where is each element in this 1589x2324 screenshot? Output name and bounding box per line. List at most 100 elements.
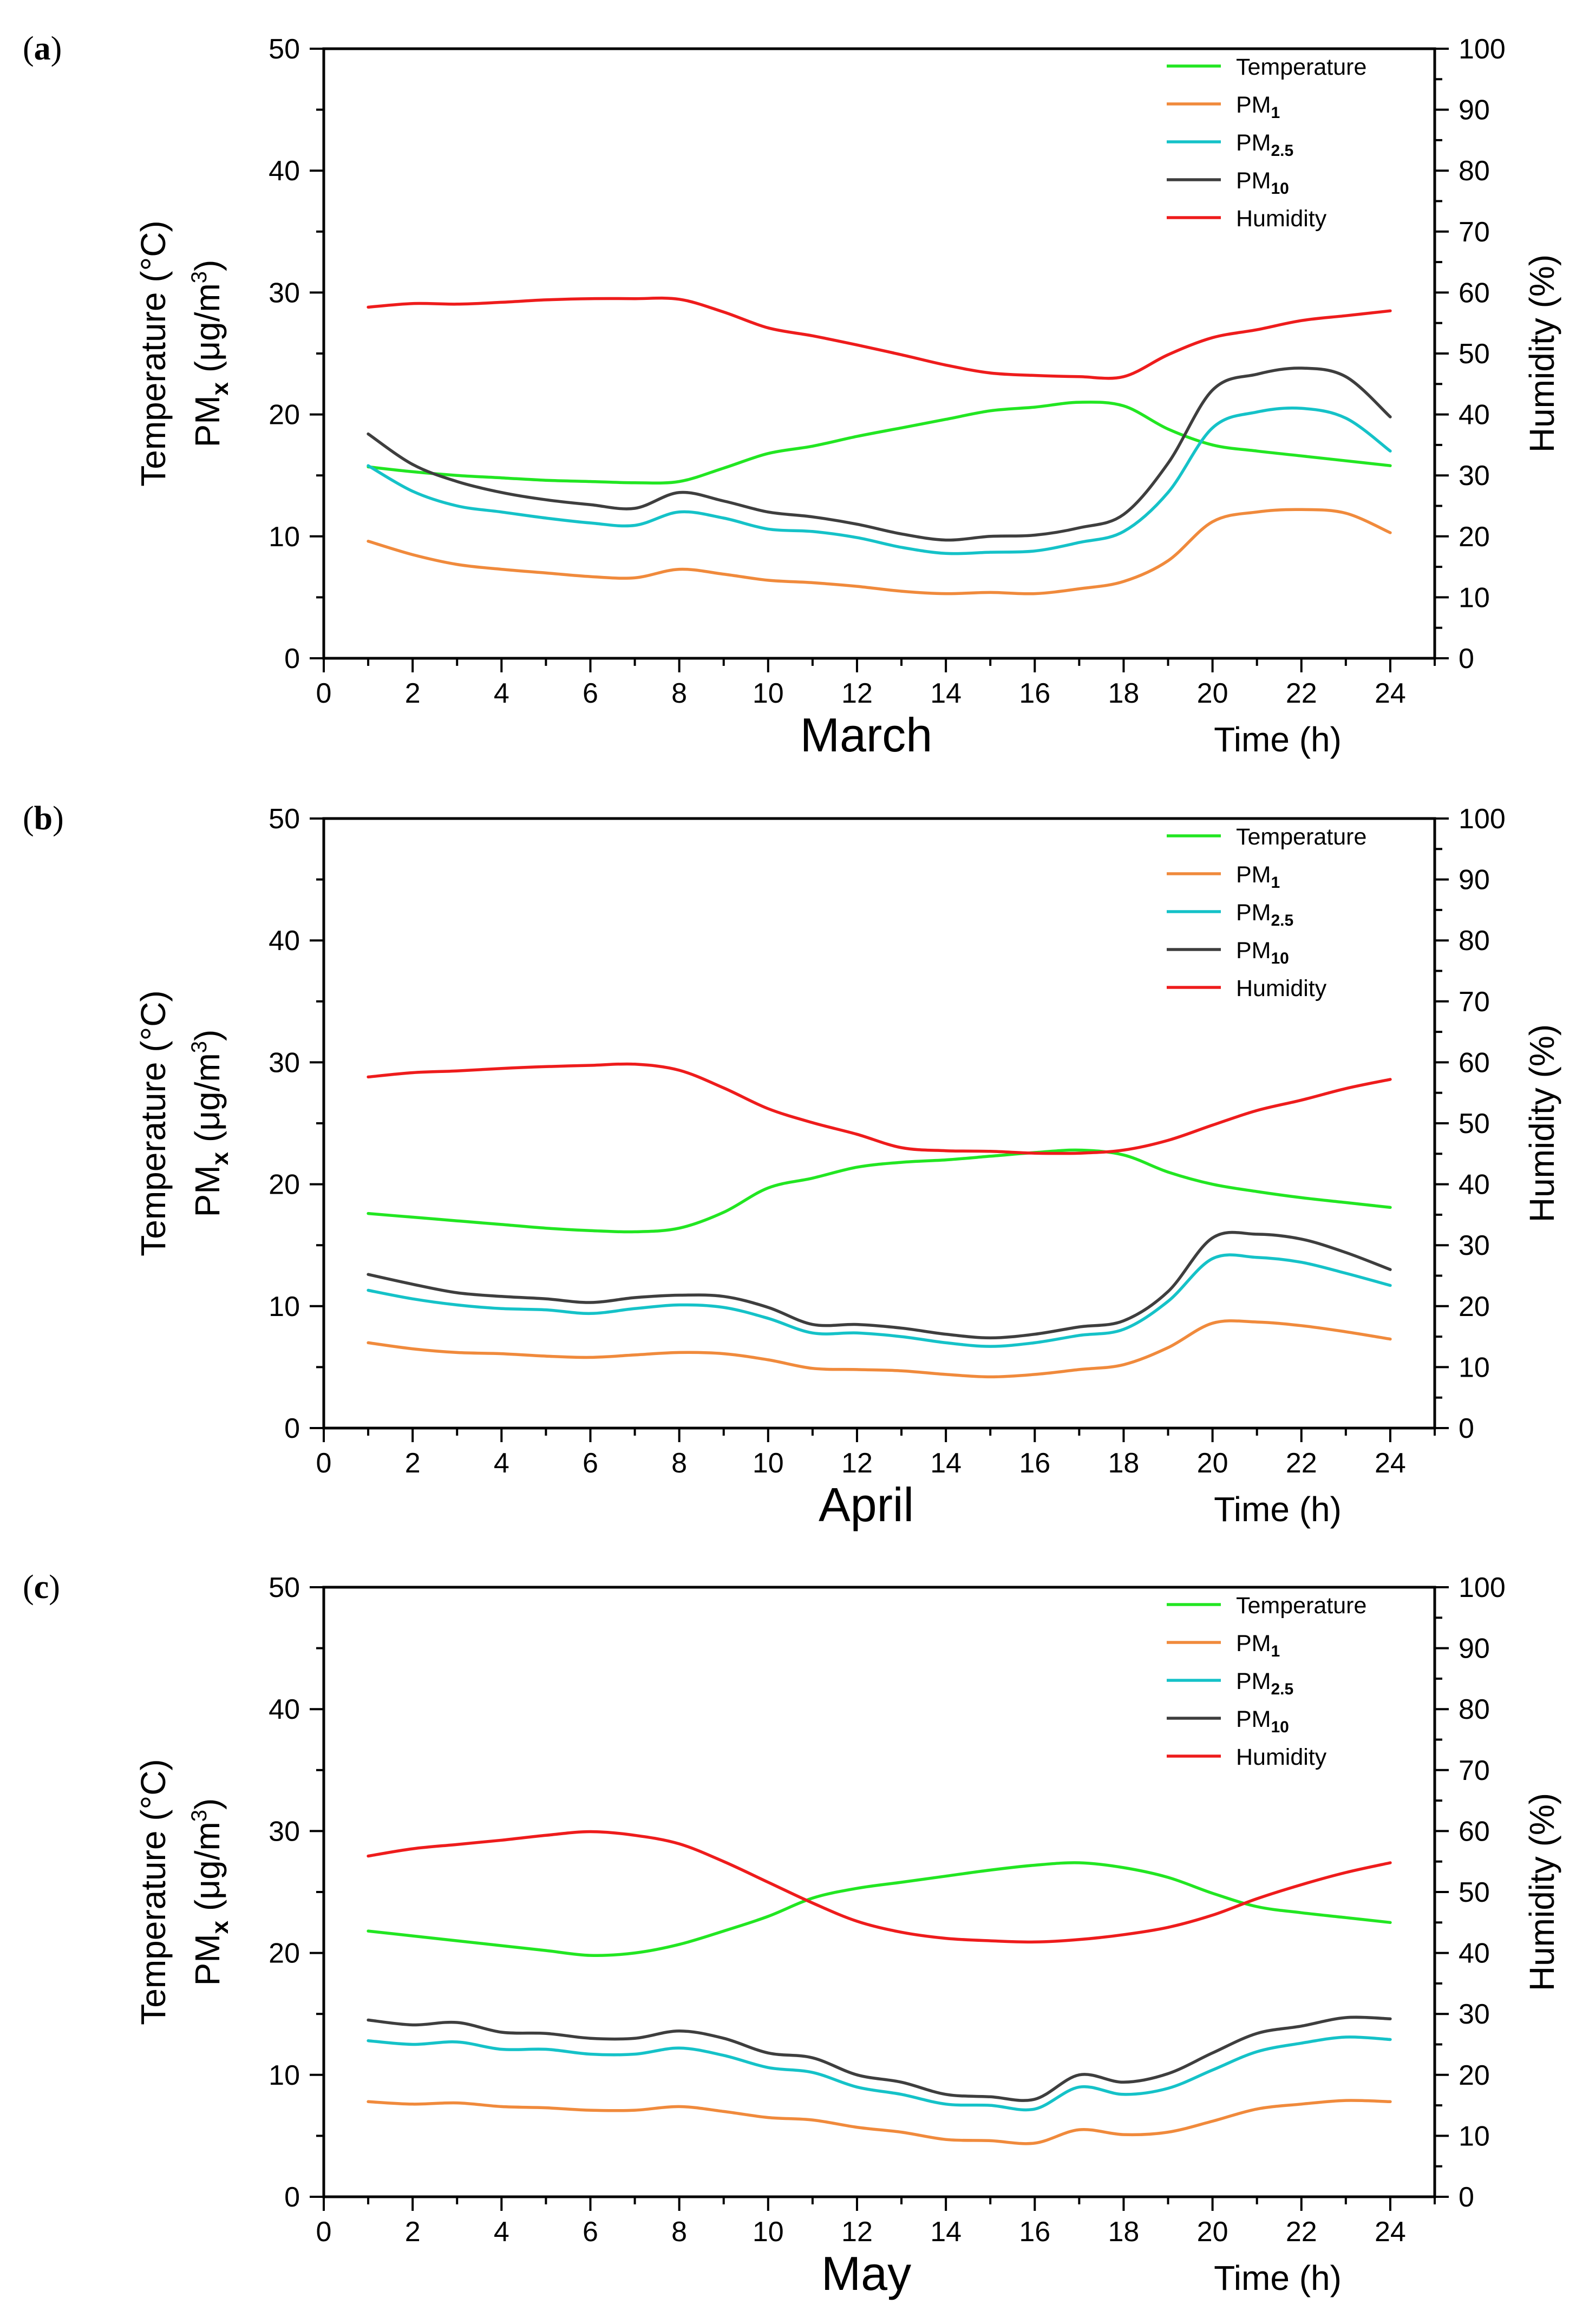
series-line	[367, 296, 1392, 380]
x-axis-title: Time (h)	[1214, 2258, 1342, 2297]
y2-tick-label: 80	[1459, 1694, 1490, 1725]
month-title: March	[800, 708, 933, 762]
y2-tick-label: 30	[1459, 1999, 1490, 2030]
legend-sub: 10	[1271, 180, 1289, 198]
x-tick-label: 16	[1019, 2216, 1050, 2248]
series-line	[367, 1148, 1392, 1234]
y2-tick-label: 80	[1459, 155, 1490, 187]
x-tick-label: 24	[1375, 678, 1406, 709]
legend-name: PM	[1236, 900, 1271, 926]
series-pm-10	[367, 366, 1392, 542]
y-tick-label: 40	[269, 1694, 300, 1725]
y-axis-title-line2: PMx (μg/m3)	[187, 1798, 233, 1986]
legend-label: PM1	[1236, 1631, 1280, 1660]
legend-item: PM2.5	[1167, 900, 1293, 929]
legend-item: Humidity	[1167, 976, 1327, 1001]
panel-label-close: )	[49, 1569, 60, 1606]
x-tick-label: 20	[1197, 678, 1228, 709]
legend-sub: 10	[1271, 950, 1289, 967]
panel-label-close: )	[51, 30, 62, 67]
x-tick-label: 12	[841, 2216, 873, 2248]
y-tick-label: 50	[269, 1572, 300, 1603]
legend-label: Temperature	[1236, 54, 1366, 80]
legend-item: PM2.5	[1167, 1668, 1293, 1698]
y-axis-title-pm: PM	[188, 395, 227, 447]
y-axis-title-close: )	[188, 260, 227, 271]
y2-tick-label: 70	[1459, 217, 1490, 248]
y-axis-title-close: )	[188, 1030, 227, 1041]
series-line	[367, 1253, 1392, 1348]
legend-label: PM2.5	[1236, 1668, 1293, 1698]
y2-tick-label: 60	[1459, 277, 1490, 309]
y2-axis-title: Humidity (%)	[1522, 1024, 1561, 1222]
y2-axis-title: Humidity (%)	[1522, 1793, 1561, 1991]
legend-name: Humidity	[1236, 206, 1327, 232]
y2-tick-label: 40	[1459, 1938, 1490, 1969]
y2-tick-label: 60	[1459, 1816, 1490, 1847]
series-line	[367, 1062, 1392, 1155]
y-axis-title-unit: (μg/m	[188, 1053, 227, 1152]
series-humidity	[367, 296, 1392, 380]
y-axis-title-close: )	[188, 1798, 227, 1810]
y-tick-label: 10	[269, 521, 300, 553]
series-pm-1	[367, 1319, 1392, 1379]
y2-tick-label: 30	[1459, 460, 1490, 492]
y-tick-label: 40	[269, 925, 300, 957]
panel-label: (c)	[23, 1569, 60, 1606]
x-tick-label: 24	[1375, 1448, 1406, 1479]
y2-tick-label: 100	[1459, 1572, 1506, 1603]
y2-tick-label: 40	[1459, 1169, 1490, 1201]
y2-tick-label: 70	[1459, 1755, 1490, 1786]
x-tick-label: 14	[930, 678, 962, 709]
y-tick-label: 0	[284, 2182, 300, 2213]
panel-label-letter: b	[34, 800, 53, 837]
panel-label: (a)	[23, 30, 62, 67]
x-tick-label: 6	[583, 2216, 598, 2248]
legend-label: Humidity	[1236, 206, 1327, 232]
legend-sub: 2.5	[1271, 1680, 1294, 1698]
series-line	[367, 1830, 1392, 1944]
y2-tick-label: 70	[1459, 986, 1490, 1018]
x-axis-title: Time (h)	[1214, 720, 1342, 759]
y-axis-title-sub: x	[207, 1920, 233, 1934]
series-pm-10	[367, 2015, 1392, 2102]
x-tick-label: 18	[1108, 678, 1140, 709]
x-tick-label: 22	[1286, 678, 1317, 709]
y-axis-title-unit: (μg/m	[188, 1822, 227, 1921]
y2-tick-label: 20	[1459, 1291, 1490, 1323]
legend-item: Temperature	[1167, 1593, 1366, 1619]
y-axis-title-line2: PMx (μg/m3)	[187, 260, 233, 448]
legend-label: Temperature	[1236, 824, 1366, 850]
legend-item: Temperature	[1167, 54, 1366, 80]
x-tick-label: 8	[671, 678, 687, 709]
x-tick-label: 22	[1286, 1448, 1317, 1479]
y-axis-title-sup: 3	[187, 1041, 211, 1053]
x-tick-label: 0	[316, 678, 332, 709]
x-tick-label: 18	[1108, 1448, 1140, 1479]
x-tick-label: 6	[583, 678, 598, 709]
y2-tick-label: 10	[1459, 582, 1490, 613]
series-line	[367, 1230, 1392, 1340]
x-tick-label: 2	[405, 678, 421, 709]
legend-item: Humidity	[1167, 1744, 1327, 1770]
legend-name: Humidity	[1236, 976, 1327, 1001]
x-tick-label: 10	[753, 678, 784, 709]
x-tick-label: 16	[1019, 678, 1050, 709]
y-axis-title-pm: PM	[188, 1165, 227, 1217]
y-axis-title-line2: PMx (μg/m3)	[187, 1030, 233, 1217]
y-axis-title-sub: x	[207, 382, 233, 395]
y-tick-label: 20	[269, 1169, 300, 1201]
x-tick-label: 6	[583, 1448, 598, 1479]
legend-name: PM	[1236, 168, 1271, 194]
legend-label: Humidity	[1236, 976, 1327, 1001]
x-tick-label: 14	[930, 2216, 962, 2248]
series-humidity	[367, 1830, 1392, 1944]
panel-label: (b)	[23, 800, 64, 837]
legend-name: Temperature	[1236, 824, 1366, 850]
y2-tick-label: 80	[1459, 925, 1490, 957]
month-title: May	[821, 2247, 911, 2300]
series-line	[367, 1861, 1392, 1958]
panel-label-close: )	[53, 800, 64, 837]
series-line	[367, 401, 1392, 485]
chart-panel-b: (b)0 2 4 6 8 10 12 14 16 18 20 22 240102030405001020…	[23, 800, 1561, 1531]
